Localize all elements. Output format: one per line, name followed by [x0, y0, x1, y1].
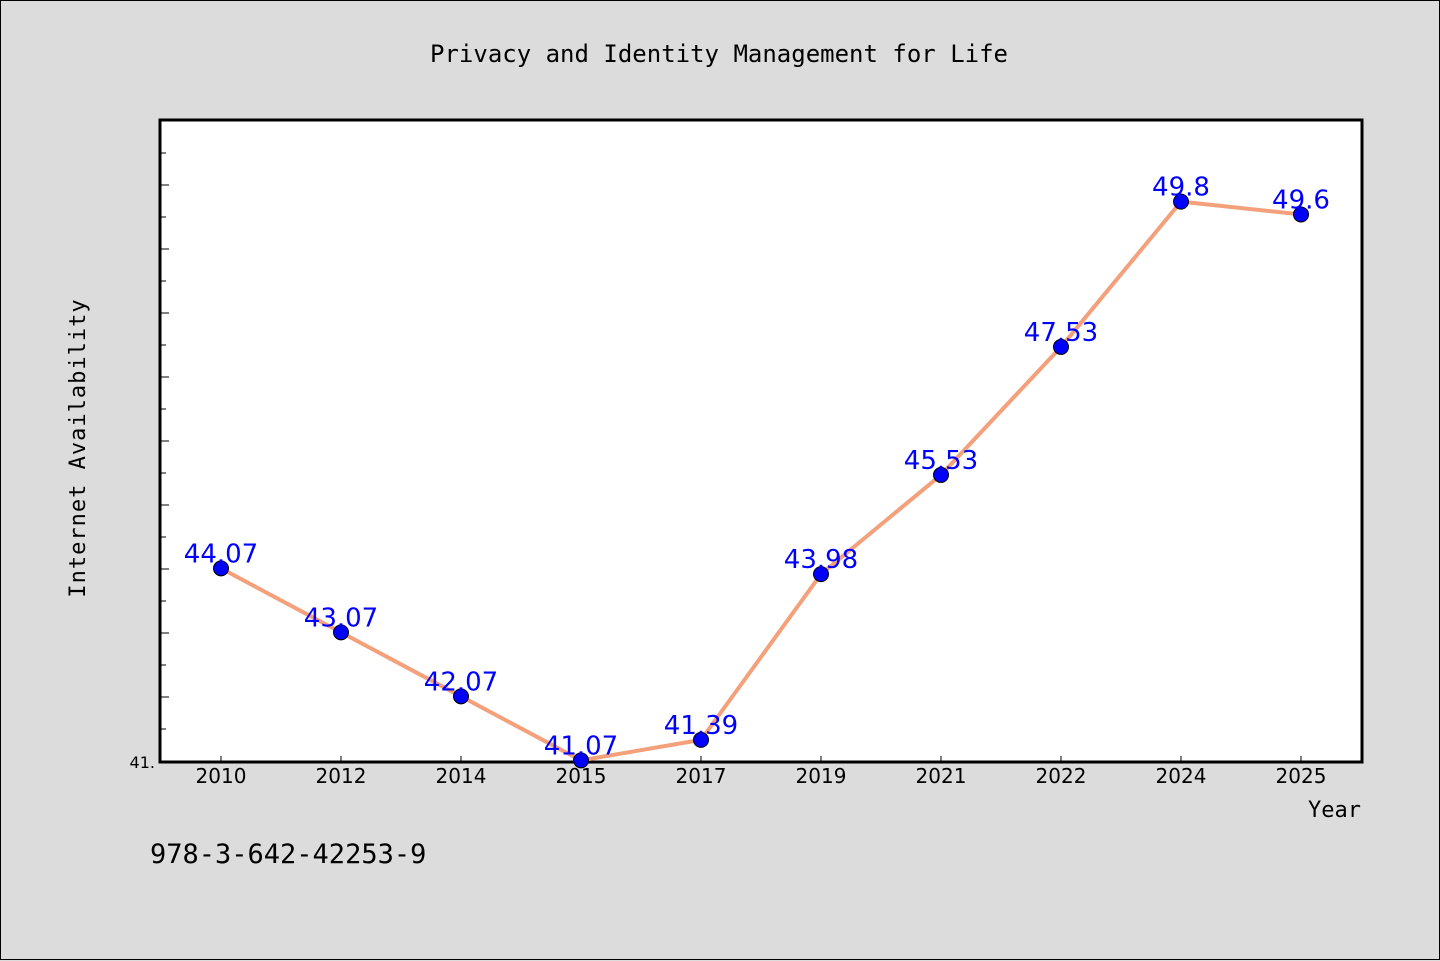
data-label: 43.98: [784, 545, 858, 575]
data-label: 41.07: [544, 731, 618, 761]
x-tick-label: 2017: [676, 764, 727, 788]
y-axis-ticks: [161, 120, 169, 762]
data-labels: 44.07 43.07 42.07 41.07 41.39 43.98 45.53 47.53…: [184, 173, 1330, 762]
x-tick-label: 2010: [196, 764, 247, 788]
data-label: 44.07: [184, 539, 258, 569]
x-tick-label: 2024: [1156, 764, 1207, 788]
data-label: 47.53: [1024, 318, 1098, 348]
footer-isbn: 978-3-642-42253-9: [150, 839, 426, 870]
data-point: [453, 688, 469, 705]
data-point: [573, 752, 589, 769]
x-axis-label: Year: [1308, 798, 1361, 823]
data-point: [213, 560, 229, 577]
x-tick-label: 2012: [316, 764, 367, 788]
x-tick-label: 2021: [916, 764, 967, 788]
x-tick-label: 2025: [1276, 764, 1327, 788]
data-label: 42.07: [424, 667, 498, 697]
data-point: [1293, 206, 1309, 223]
y-tick-label: 41.: [130, 753, 155, 772]
series-line: [220, 199, 1302, 763]
x-axis-ticks: 2010 2012 2014 2015 2017 2019 2021 2022 2024 2025: [196, 756, 1327, 788]
data-point: [333, 624, 349, 641]
data-label: 45.53: [904, 446, 978, 476]
plot-area: [158, 118, 1364, 764]
data-label: 49.6: [1272, 185, 1330, 215]
data-label: 49.8: [1152, 173, 1210, 203]
data-label: 41.39: [664, 711, 738, 741]
data-point: [1053, 338, 1069, 355]
data-point: [933, 466, 949, 483]
x-tick-label: 2019: [796, 764, 847, 788]
chart-title: Privacy and Identity Management for Life: [430, 40, 1008, 68]
data-label: 43.07: [304, 603, 378, 633]
x-tick-label: 2022: [1036, 764, 1087, 788]
data-point: [813, 566, 829, 583]
x-tick-label: 2014: [436, 764, 487, 788]
data-point: [693, 731, 709, 748]
data-points: [213, 193, 1309, 769]
data-point: [1173, 193, 1189, 210]
y-axis-label: Internet Availability: [66, 298, 91, 597]
